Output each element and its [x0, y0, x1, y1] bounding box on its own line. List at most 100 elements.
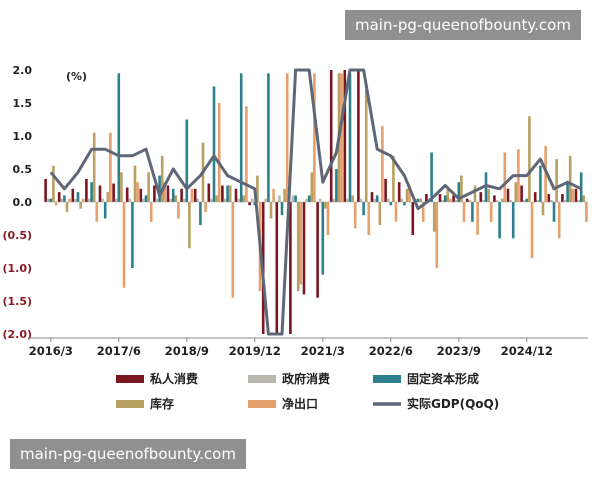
bar-1-5 — [114, 198, 118, 202]
bar-4-27 — [421, 202, 425, 222]
bar-3-33 — [500, 198, 504, 202]
y-tick-label: 0.0 — [13, 196, 33, 209]
bar-3-3 — [92, 132, 96, 202]
bar-4-29 — [449, 198, 452, 202]
bar-3-5 — [120, 172, 123, 202]
bar-0-21 — [329, 70, 333, 202]
bar-4-8 — [163, 182, 167, 202]
bar-0-11 — [193, 188, 197, 202]
x-axis-labels: 2016/3 2017/6 2018/9 2019/12 2021/3 2022/6 202… — [29, 338, 553, 358]
bar-3-34 — [514, 182, 518, 202]
bar-2-6 — [131, 202, 134, 268]
bar-4-10 — [190, 188, 194, 202]
bar-3-9 — [174, 195, 178, 202]
bar-3-10 — [188, 202, 191, 249]
bar-4-20 — [326, 202, 330, 235]
bar-1-29 — [441, 200, 444, 202]
bar-2-35 — [525, 198, 529, 202]
bar-1-16 — [264, 198, 268, 202]
bar-3-1 — [65, 202, 69, 212]
bar-3-32 — [487, 188, 490, 202]
bar-4-0 — [54, 202, 58, 206]
bar-1-10 — [182, 198, 186, 202]
y-tick-label: 2.0 — [13, 64, 33, 77]
bar-4-26 — [408, 185, 411, 202]
bar-0-38 — [561, 194, 564, 202]
x-tick-label: 2019/12 — [229, 344, 281, 358]
bar-1-14 — [237, 198, 240, 202]
bar-3-39 — [582, 195, 586, 202]
bar-4-6 — [136, 182, 139, 202]
bar-4-19 — [313, 73, 316, 202]
bar-3-30 — [460, 175, 463, 202]
bar-4-38 — [571, 188, 575, 202]
bar-4-30 — [462, 202, 466, 222]
bar-0-14 — [234, 188, 238, 202]
bar-4-11 — [204, 202, 207, 212]
unit-label: (%) — [66, 70, 87, 83]
bar-0-1 — [57, 192, 61, 202]
watermark-top: main-pg-queenofbounty.com — [345, 10, 581, 40]
bar-2-24 — [375, 195, 379, 202]
x-tick-label: 2022/6 — [369, 344, 413, 358]
bar-1-37 — [550, 200, 553, 202]
bar-1-15 — [250, 198, 254, 202]
bar-1-8 — [155, 198, 159, 202]
bar-2-19 — [307, 195, 311, 202]
bar-2-33 — [498, 202, 501, 239]
bar-2-4 — [103, 202, 107, 219]
bar-0-35 — [520, 185, 523, 202]
bar-3-18 — [296, 202, 300, 292]
bar-1-38 — [563, 200, 567, 202]
bar-0-37 — [547, 194, 551, 202]
bar-0-2 — [71, 188, 75, 202]
legend-swatch-1 — [248, 375, 276, 383]
y-tick-label: (2.0) — [2, 328, 32, 341]
legend-label-2: 固定资本形成 — [407, 371, 479, 386]
bar-0-12 — [207, 183, 211, 202]
bar-4-12 — [217, 103, 221, 202]
legend-swatch-4 — [248, 400, 276, 408]
bar-2-13 — [226, 185, 229, 202]
bar-2-36 — [539, 165, 542, 202]
bar-2-12 — [212, 86, 216, 202]
bar-1-9 — [169, 198, 172, 202]
bar-2-11 — [199, 202, 202, 226]
bar-1-36 — [536, 200, 540, 202]
bar-2-22 — [348, 73, 352, 202]
bar-4-18 — [299, 202, 303, 285]
bar-3-8 — [160, 155, 164, 202]
bar-4-35 — [530, 202, 534, 259]
bar-0-6 — [125, 187, 129, 202]
bar-0-28 — [425, 194, 428, 202]
bar-2-1 — [63, 195, 66, 202]
bar-2-5 — [117, 73, 121, 202]
bar-0-29 — [438, 194, 442, 202]
bar-2-14 — [239, 73, 243, 202]
bar-4-3 — [95, 202, 99, 222]
legend-label-3: 库存 — [150, 396, 174, 411]
bar-3-4 — [106, 192, 110, 202]
x-tick-label: 2016/3 — [29, 344, 73, 358]
bar-0-36 — [533, 192, 537, 202]
bar-4-4 — [109, 132, 112, 202]
bar-4-17 — [285, 73, 289, 202]
legend-swatch-0 — [116, 375, 144, 383]
bar-0-32 — [479, 192, 483, 202]
x-tick-label: 2023/9 — [437, 344, 481, 358]
bar-0-25 — [384, 178, 387, 202]
bar-2-28 — [430, 152, 433, 202]
bar-3-17 — [283, 188, 286, 202]
bar-3-7 — [147, 172, 150, 202]
bar-4-5 — [122, 202, 126, 288]
bar-4-31 — [476, 202, 479, 235]
y-axis-labels: 2.0 1.5 1.0 0.5 0.0 (0.5) (1.0) (1.5) (2.0) — [2, 64, 32, 341]
bar-0-5 — [112, 183, 115, 202]
bar-0-13 — [221, 185, 224, 202]
bar-1-32 — [482, 200, 485, 202]
bar-2-8 — [158, 175, 161, 202]
bar-0-15 — [248, 202, 251, 206]
legend-label-1: 政府消费 — [282, 371, 330, 386]
bar-0-22 — [343, 70, 347, 202]
bar-4-32 — [489, 202, 493, 222]
